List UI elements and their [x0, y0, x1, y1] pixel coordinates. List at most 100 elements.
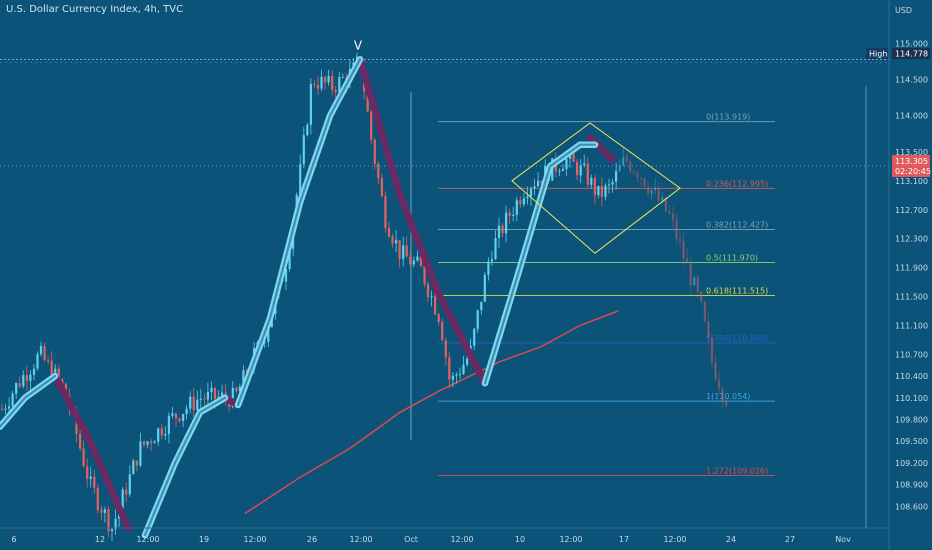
high-tag-label: High — [869, 50, 887, 59]
candle-body — [331, 75, 334, 90]
price-tick-label: 110.700 — [895, 350, 928, 359]
wave-down-band — [51, 372, 132, 532]
candle-body — [82, 448, 85, 467]
candle-body — [324, 77, 327, 83]
wave-up-band-core — [236, 58, 362, 407]
candle-body — [572, 153, 575, 162]
candle-body — [636, 172, 639, 178]
time-tick-label: 6 — [11, 535, 16, 544]
time-tick-label: Nov — [835, 535, 851, 544]
wave-label: V — [354, 38, 363, 52]
moving-average — [244, 310, 619, 515]
price-tick-label: 109.800 — [895, 416, 928, 425]
candle-body — [199, 398, 202, 400]
time-tick-label: 12:00 — [243, 535, 266, 544]
diamond-pattern[interactable] — [511, 122, 681, 254]
candle-body — [125, 489, 128, 495]
candle-body — [15, 383, 18, 394]
candle-body — [526, 196, 529, 199]
candle-body — [419, 256, 422, 267]
candle-body — [700, 291, 703, 302]
candle-body — [494, 238, 497, 260]
current-price-tag: 113.305 02:20:45 — [892, 155, 931, 177]
candle-body — [693, 277, 696, 286]
fib-level-label: 0.786(110.860) — [706, 334, 768, 343]
candle-body — [43, 346, 46, 361]
candle-body — [86, 466, 89, 479]
candle-body — [696, 277, 699, 292]
candle-body — [678, 238, 682, 241]
candle-body — [8, 406, 11, 409]
candle-body — [402, 245, 405, 259]
candle-body — [79, 434, 82, 449]
fib-level-label: 0(113.919) — [706, 113, 750, 122]
candle-body — [89, 476, 92, 479]
candle-body — [171, 413, 174, 416]
candle-body — [473, 328, 476, 346]
candle-body — [590, 178, 593, 185]
candle-body — [57, 368, 60, 380]
candle-body — [29, 374, 32, 381]
candle-body — [146, 441, 149, 445]
candle-body — [373, 139, 376, 164]
candle-body — [100, 509, 103, 513]
candle-body — [611, 181, 614, 185]
price-axis-panel[interactable] — [889, 0, 932, 550]
time-tick-label: 12:00 — [559, 535, 582, 544]
price-tick-label: 114.000 — [895, 112, 928, 121]
candle-body — [103, 509, 106, 513]
candle-body — [639, 177, 643, 179]
time-axis[interactable]: 6 12 12:00 19 12:00 26 12:00 Oct 12:00 10 12:00 17 1… — [11, 535, 851, 544]
current-price-value: 113.305 — [895, 157, 928, 166]
candle-body — [39, 346, 43, 355]
time-tick-label: 19 — [199, 535, 209, 544]
candle-body — [231, 387, 234, 407]
price-axis-ticks: 115.000 114.500 114.000 113.500 113.100 112.7… — [895, 39, 928, 511]
candle-body — [32, 368, 36, 375]
candle-body — [309, 84, 312, 125]
candle-body — [221, 392, 224, 397]
candle-body — [192, 396, 195, 410]
candle-body — [586, 163, 589, 185]
candle-body — [466, 358, 469, 365]
candle-body — [480, 301, 483, 311]
time-tick-label: 12:00 — [450, 535, 473, 544]
candle-body — [718, 379, 721, 389]
time-tick-label: 10 — [515, 535, 525, 544]
candle-body — [661, 197, 664, 201]
candle-body — [306, 124, 309, 136]
candle-body — [238, 386, 241, 392]
wave-down-band — [586, 133, 616, 163]
fib-level-label: 1.272(109.026) — [706, 466, 768, 475]
candle-body — [370, 111, 373, 140]
candle-body — [61, 379, 64, 384]
candle-body — [391, 236, 394, 244]
candle-body — [686, 258, 689, 263]
candle-body — [121, 489, 124, 509]
candle-body — [405, 245, 408, 257]
candle-body — [721, 388, 724, 402]
price-tick-label: 109.200 — [895, 459, 928, 468]
candle-body — [647, 186, 650, 194]
candle-body — [512, 214, 515, 216]
candle-body — [178, 418, 181, 422]
candle-body — [341, 77, 344, 79]
candle-body — [430, 296, 433, 298]
candle-body — [537, 180, 540, 187]
candle-body — [93, 476, 96, 489]
wave-up-band-core — [143, 396, 227, 537]
candle-body — [0, 409, 4, 411]
candle-body — [604, 185, 607, 197]
candle-body — [206, 392, 209, 400]
time-tick-label: 12:00 — [663, 535, 686, 544]
candle-body — [448, 357, 451, 380]
high-value-background — [892, 48, 930, 59]
candle-body — [139, 441, 142, 466]
candle-body — [650, 190, 653, 194]
candle-body — [267, 327, 270, 342]
time-tick-label: 27 — [785, 535, 795, 544]
candle-body — [334, 89, 337, 93]
